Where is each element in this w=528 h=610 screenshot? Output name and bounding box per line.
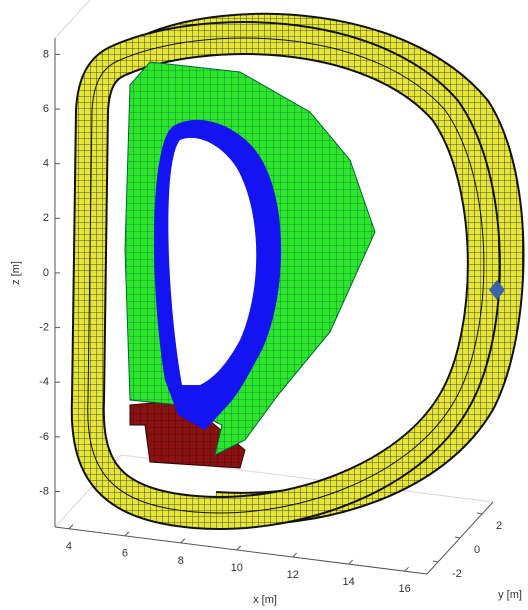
x-tick-label: 10: [231, 562, 243, 574]
page: x [m] y [m] z [m] -8 -6 -4 -2 0 2 4 6 8 4 6 8 10 12 14…: [0, 0, 528, 610]
x-tick-label: 12: [287, 569, 299, 581]
x-tick-label: 8: [178, 555, 184, 567]
z-tick-label: 0: [43, 267, 49, 279]
z-tick-label: -8: [39, 485, 49, 497]
y-tick-label: 2: [496, 520, 502, 532]
x-tick: [405, 567, 409, 571]
y-axis-label: y [m]: [498, 589, 522, 601]
x-tick: [125, 532, 129, 536]
z-axis-label: z [m]: [10, 261, 22, 285]
x-tick: [293, 553, 297, 557]
mesh: [88, 30, 508, 513]
z-tick-label: -4: [39, 376, 49, 388]
z-tick-label: 8: [43, 48, 49, 60]
x-tick-label: 16: [398, 583, 410, 595]
z-tick-label: 4: [43, 158, 49, 170]
y-tick: [455, 537, 460, 538]
y-tick: [477, 513, 482, 514]
x-tick-label: 4: [66, 541, 72, 553]
x-tick-label: 6: [122, 548, 128, 560]
y-tick-label: 0: [474, 544, 480, 556]
z-tick-label: 2: [43, 212, 49, 224]
y-tick: [433, 561, 438, 562]
x-tick-label: 14: [343, 576, 355, 588]
y-tick-label: -2: [452, 568, 462, 580]
z-tick-label: -2: [39, 321, 49, 333]
z-tick-label: -6: [39, 431, 49, 443]
x-tick: [69, 525, 73, 529]
x-tick: [349, 560, 353, 564]
z-tick-label: 6: [43, 103, 49, 115]
x-axis-label: x [m]: [253, 594, 277, 606]
chart: x [m] y [m] z [m] -8 -6 -4 -2 0 2 4 6 8 4 6 8 10 12 14…: [0, 0, 528, 610]
x-tick: [181, 539, 185, 543]
x-tick: [237, 546, 241, 550]
